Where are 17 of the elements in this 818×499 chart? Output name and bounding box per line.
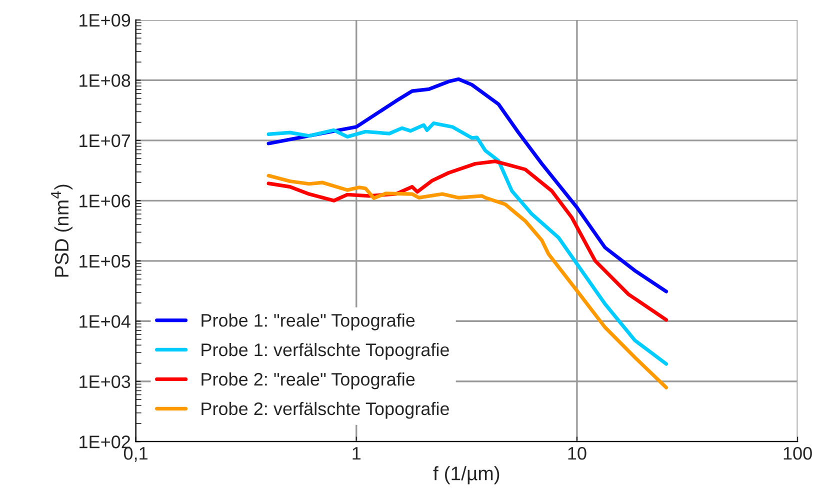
x-tick-label: 100 [784,446,812,460]
x-axis-title: f (1/µm) [433,466,500,484]
legend-label: Probe 1: "reale" Topografie [202,313,415,330]
y-tick-label: 1E+02 [80,436,130,448]
x-tick-label: 10 [568,446,586,460]
legend-label: Probe 2: verfälschte Topografie [202,402,449,419]
y-tick-label: 1E+05 [80,254,130,268]
x-tick-label: 1 [352,447,361,460]
y-axis-title: PSD (nm$^{4}$) [51,184,72,277]
y-tick-label: 1E+09 [80,14,130,27]
y-tick-label: 1E+06 [80,194,130,208]
legend-label: Probe 1: verfälschte Topografie [202,342,449,360]
y-tick-label: 1E+08 [80,74,130,87]
y-tick-label: 1E+07 [80,134,130,148]
y-tick-label: 1E+03 [80,375,130,388]
legend-label: Probe 2: "reale" Topografie [202,372,415,390]
y-tick-label: 1E+04 [80,315,130,328]
